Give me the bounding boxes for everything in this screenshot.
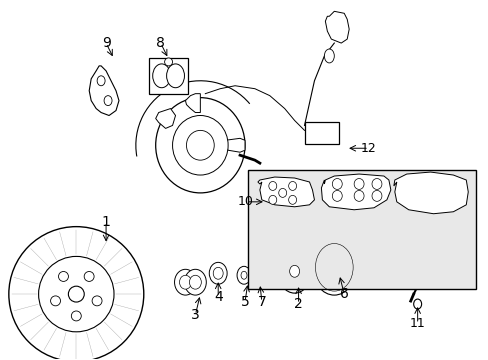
Ellipse shape xyxy=(252,265,266,283)
Ellipse shape xyxy=(332,179,342,189)
Ellipse shape xyxy=(324,49,334,63)
Ellipse shape xyxy=(39,256,114,332)
Ellipse shape xyxy=(277,249,311,293)
Text: 9: 9 xyxy=(102,36,110,50)
Text: 11: 11 xyxy=(409,318,425,330)
Ellipse shape xyxy=(104,96,112,105)
Ellipse shape xyxy=(186,130,214,160)
Ellipse shape xyxy=(174,269,196,295)
Ellipse shape xyxy=(166,64,184,88)
Ellipse shape xyxy=(50,296,61,306)
Ellipse shape xyxy=(179,275,191,289)
Polygon shape xyxy=(325,11,348,43)
Polygon shape xyxy=(89,66,119,116)
Text: 5: 5 xyxy=(240,295,249,309)
Ellipse shape xyxy=(353,190,364,201)
Ellipse shape xyxy=(320,249,347,285)
Ellipse shape xyxy=(413,299,421,309)
Ellipse shape xyxy=(71,311,81,321)
Polygon shape xyxy=(321,174,390,210)
Text: 10: 10 xyxy=(238,195,253,208)
Ellipse shape xyxy=(184,269,206,295)
Ellipse shape xyxy=(288,195,296,204)
Ellipse shape xyxy=(312,239,355,295)
Polygon shape xyxy=(393,172,468,214)
Text: 6: 6 xyxy=(339,287,348,301)
Ellipse shape xyxy=(92,296,102,306)
Polygon shape xyxy=(257,177,314,207)
Ellipse shape xyxy=(155,98,244,193)
Ellipse shape xyxy=(172,116,228,175)
Ellipse shape xyxy=(288,181,296,190)
Ellipse shape xyxy=(189,275,201,289)
Ellipse shape xyxy=(68,286,84,302)
Bar xyxy=(247,170,475,289)
Polygon shape xyxy=(224,138,244,152)
Ellipse shape xyxy=(283,257,305,285)
Ellipse shape xyxy=(84,271,94,282)
Text: 3: 3 xyxy=(191,308,200,322)
Text: 7: 7 xyxy=(257,295,265,309)
Ellipse shape xyxy=(256,270,263,278)
Text: 12: 12 xyxy=(361,142,376,155)
Ellipse shape xyxy=(332,190,342,201)
Ellipse shape xyxy=(278,188,286,197)
Bar xyxy=(304,122,339,144)
Ellipse shape xyxy=(371,179,381,189)
Ellipse shape xyxy=(371,190,381,201)
Ellipse shape xyxy=(241,271,246,279)
Ellipse shape xyxy=(268,195,276,204)
Ellipse shape xyxy=(213,267,223,279)
Ellipse shape xyxy=(237,266,250,284)
Polygon shape xyxy=(185,94,200,113)
Polygon shape xyxy=(155,109,175,129)
Ellipse shape xyxy=(268,181,276,190)
Text: 1: 1 xyxy=(102,215,110,229)
Ellipse shape xyxy=(152,64,170,88)
Ellipse shape xyxy=(353,179,364,189)
Ellipse shape xyxy=(164,58,172,66)
Text: 8: 8 xyxy=(156,36,165,50)
Text: 2: 2 xyxy=(294,297,303,311)
Text: 4: 4 xyxy=(213,290,222,304)
Bar xyxy=(148,58,188,94)
Ellipse shape xyxy=(209,262,226,284)
Ellipse shape xyxy=(97,76,105,86)
Ellipse shape xyxy=(9,227,143,360)
Ellipse shape xyxy=(59,271,68,282)
Ellipse shape xyxy=(289,265,299,277)
